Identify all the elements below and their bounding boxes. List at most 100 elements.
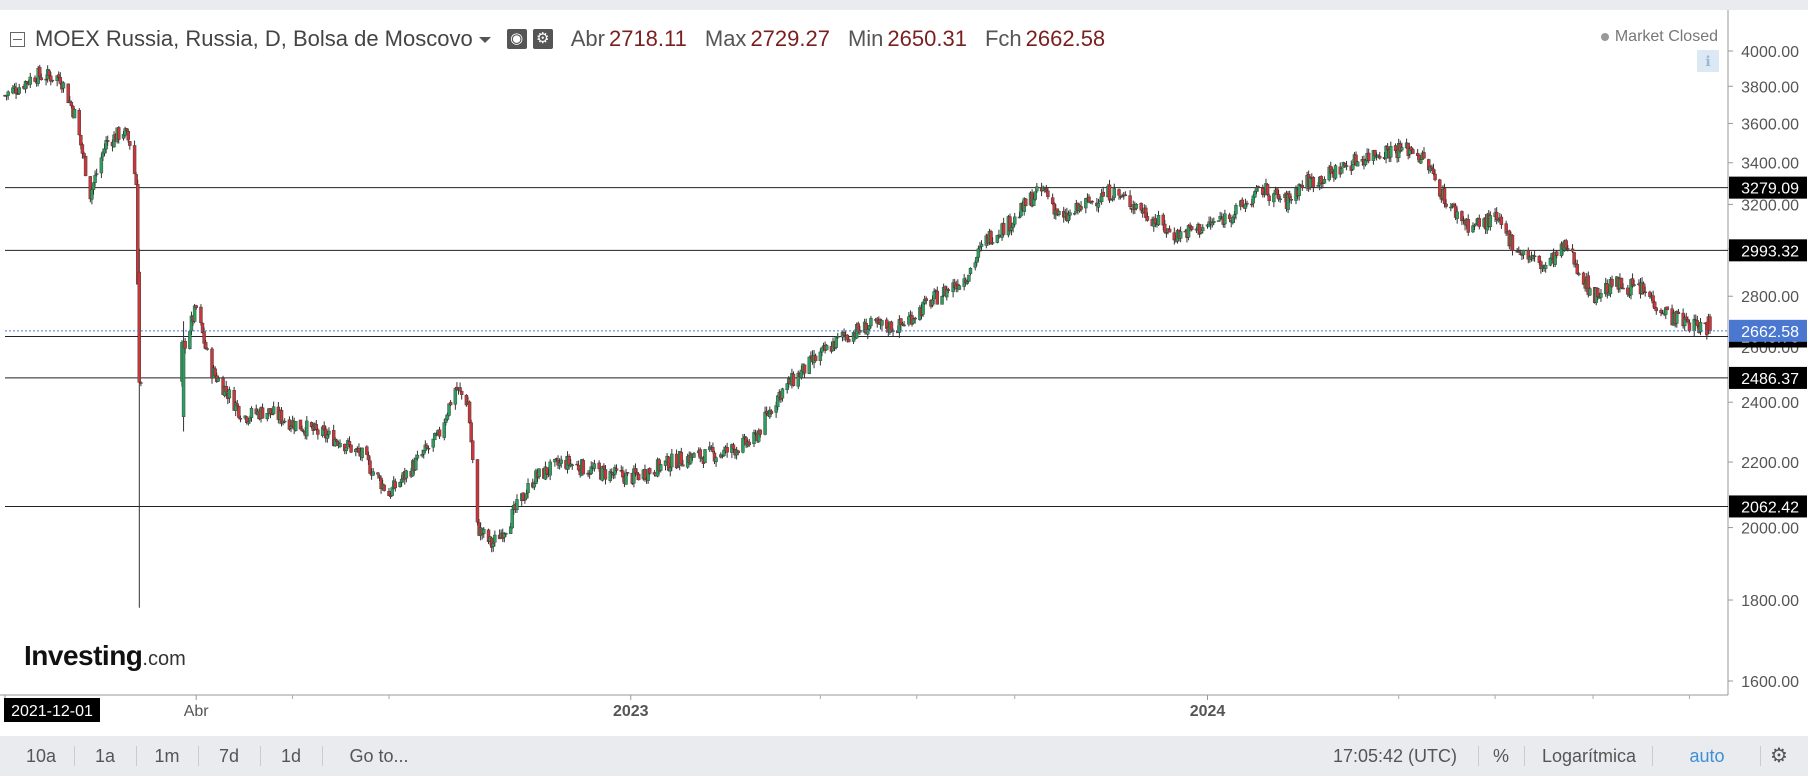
candle-body [1430,166,1434,169]
candle-body [183,341,187,349]
candle-body [1073,212,1077,215]
candle-body [72,108,77,119]
candle-body [28,76,32,85]
candle-body [227,389,232,399]
x-tick-label: 2023 [613,703,649,720]
candle-body [79,134,83,146]
range-1y-button[interactable]: 1a [94,746,116,766]
info-icon[interactable]: ℹ [1697,50,1719,72]
candle-body [1496,219,1500,221]
candle-body [932,291,936,300]
range-1d-button[interactable]: 1d [280,746,302,766]
candle-body [469,422,473,443]
candle-body [1499,216,1504,226]
candle-body [1068,212,1072,216]
candle-body [869,317,873,327]
goto-button[interactable]: Go to... [349,746,409,766]
y-tick-label: 3600.00 [1741,116,1799,133]
candle-body [486,529,491,542]
y-tick-label: 3400.00 [1741,156,1799,173]
candle-body [50,79,55,82]
candle-body [393,481,398,489]
candle-body [1232,214,1237,218]
candle-body [659,464,663,471]
candle-body [1046,190,1050,197]
y-tick-label: 3800.00 [1741,79,1799,96]
chevron-down-icon[interactable] [478,37,491,43]
candle-body [431,438,435,448]
candle-body [652,472,657,475]
candle-body [1455,211,1459,219]
candle-body [1460,211,1464,222]
candle-body [453,388,458,405]
candle-body [376,472,380,475]
candle-body [1471,225,1475,233]
candle-body [90,189,94,200]
y-tick-label: 1800.00 [1741,593,1799,610]
collapse-icon[interactable] [10,31,25,47]
candle-body [681,464,685,467]
candle-body [1287,193,1292,199]
candle-body [1128,195,1132,207]
candle-body [314,424,318,430]
candle-body [371,471,375,476]
candle-body [581,460,586,475]
range-10y-button[interactable]: 10a [25,746,57,766]
candle-body [1178,231,1183,239]
candle-body [1084,198,1088,209]
candle-body [1227,214,1232,220]
candle-body [420,454,424,457]
candle-body [482,528,486,534]
candle-body [1201,227,1205,232]
candle-body [1344,165,1349,167]
candle-body [1031,198,1036,206]
candle-body [785,383,789,391]
candle-body [139,382,143,384]
candle-body [537,468,541,477]
candle-body [975,257,979,263]
gear-icon[interactable]: ⚙ [532,29,553,49]
settings-icon[interactable]: ⚙ [1770,745,1788,767]
candle-body [554,458,559,460]
candle-body [200,322,205,334]
candle-body [1245,202,1249,205]
auto-scale-toggle[interactable]: auto [1689,746,1725,766]
log-scale-toggle[interactable]: Logarítmica [1541,746,1637,766]
candle-body [1581,272,1586,285]
candle-body [610,472,614,474]
candle-body [973,262,977,268]
candle-body [1333,165,1338,179]
eye-icon[interactable]: ◉ [506,29,527,49]
candle-body [1393,145,1398,151]
candle-body [967,274,971,282]
candle-body [1013,216,1017,225]
candle-body [475,459,480,523]
candle-body [61,82,66,89]
candle-body [1017,216,1022,219]
candle-body [1278,198,1282,200]
candle-body [134,174,138,186]
range-7d-button[interactable]: 7d [218,746,240,766]
candle-body [602,465,606,469]
candle-body [1659,310,1663,313]
candle-body [365,446,369,455]
candle-body [1066,214,1071,221]
candle-body [249,407,254,418]
candle-body [625,472,630,474]
percent-toggle[interactable]: % [1492,746,1509,766]
candle-body [126,130,130,141]
candle-body [66,83,70,104]
instrument-name[interactable]: MOEX Russia, Russia, D, Bolsa de Moscovo [35,26,473,51]
candle-body [780,388,785,399]
candle-body [1355,161,1360,167]
chart-canvas[interactable]: 4000.003800.003600.003400.003200.003000.… [0,10,1808,736]
y-tick-label: 2400.00 [1741,395,1799,412]
high-value: 2729.27 [750,26,830,51]
candle-body [1101,191,1105,197]
candle-body [447,403,451,416]
candle-body [15,93,20,95]
candle-body [399,478,404,483]
range-1m-button[interactable]: 1m [154,746,180,766]
candle-body [83,155,88,177]
candle-body [1153,218,1158,224]
